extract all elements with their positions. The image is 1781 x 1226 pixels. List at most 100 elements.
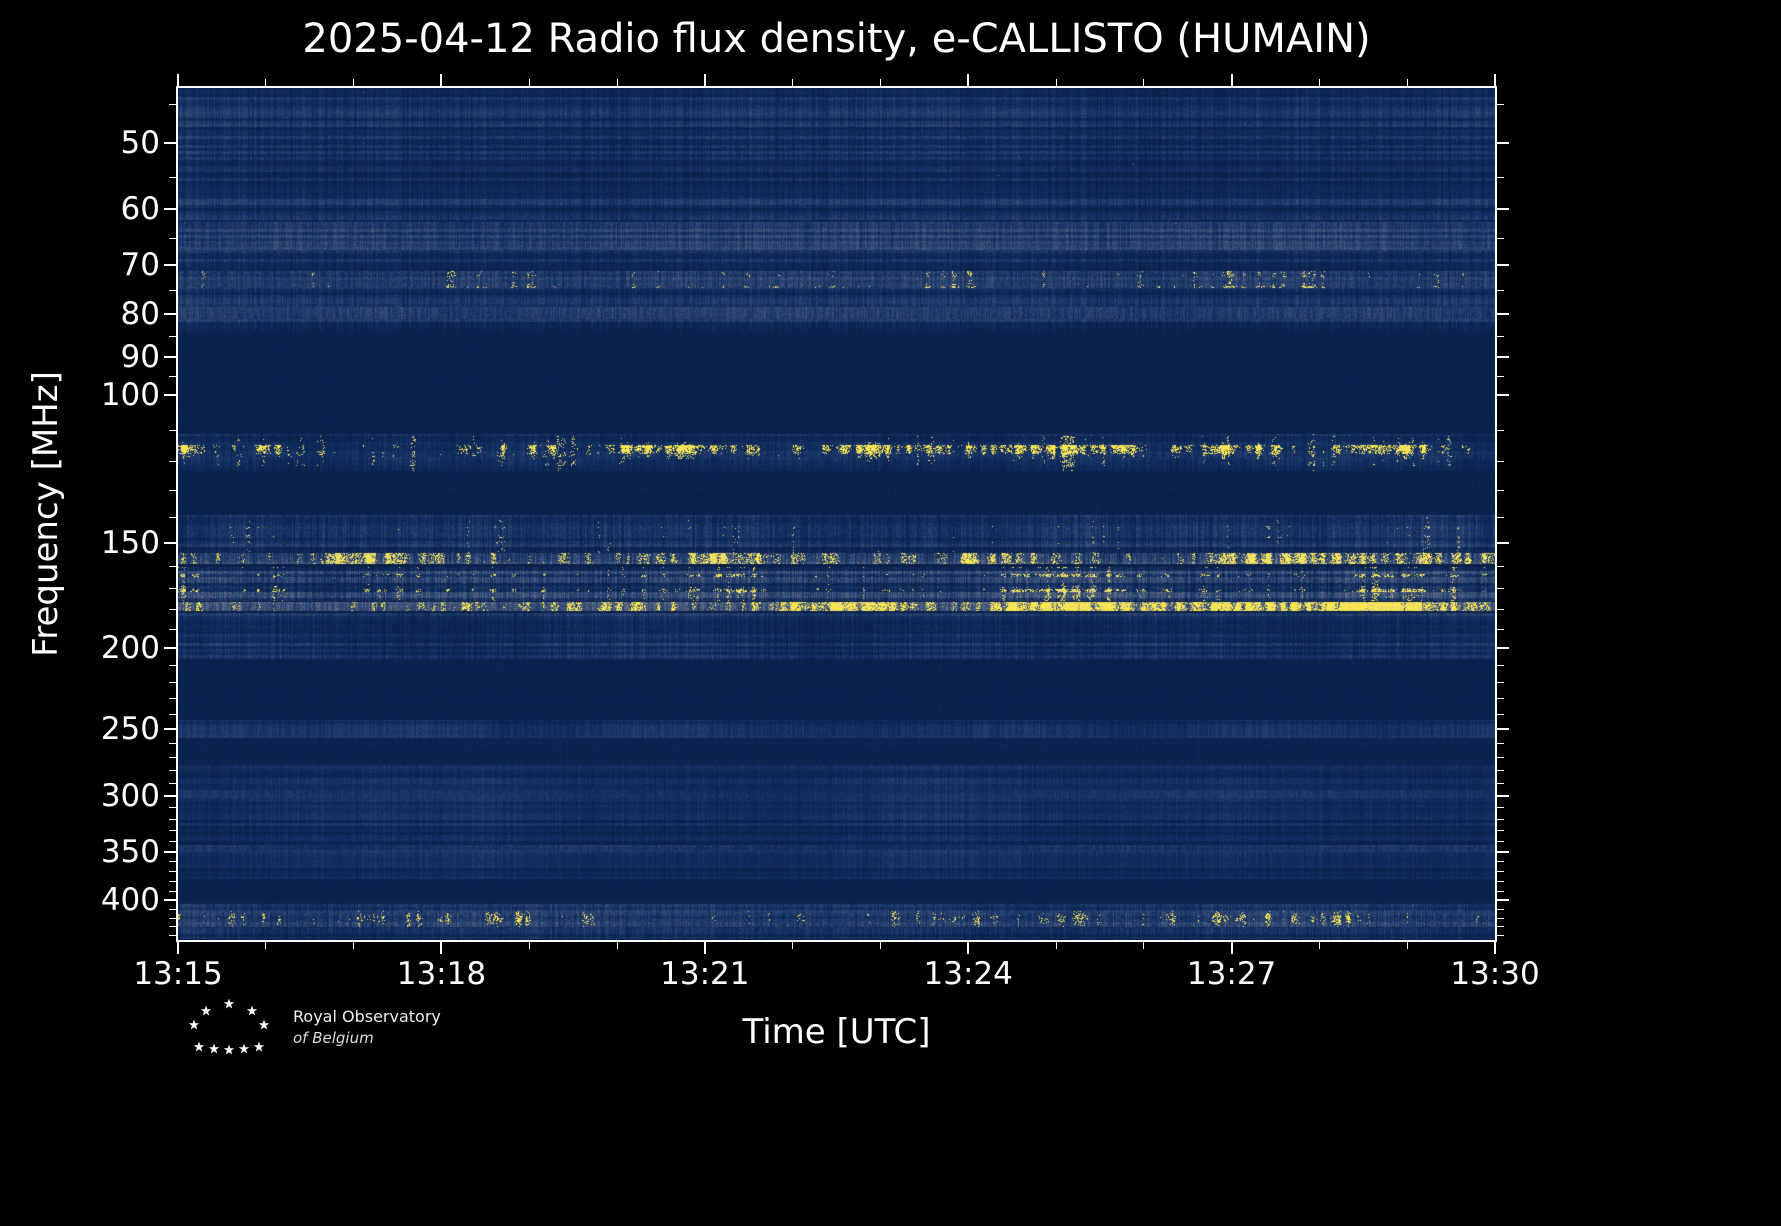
x-tick-label: 13:30 [1450,956,1540,992]
y-minor-tick [169,461,176,463]
x-tick-label: 13:24 [923,956,1013,992]
y-major-tick [164,794,176,797]
y-major-tick [164,141,176,144]
x-minor-tick [1318,942,1320,949]
y-minor-tick-right [1497,807,1504,808]
y-minor-tick [169,871,176,873]
y-tick-label: 100 [100,377,160,414]
y-tick-label: 60 [120,191,160,228]
y-minor-tick [169,782,176,784]
x-minor-tick-top [1143,79,1145,86]
y-minor-tick [169,807,176,808]
y-minor-tick-right [1497,840,1504,842]
y-minor-tick-right [1497,665,1504,667]
y-minor-tick-right [1497,517,1504,519]
y-minor-tick-right [1497,335,1504,337]
x-minor-tick [1406,942,1408,949]
y-minor-tick [169,628,176,630]
x-major-tick-top [177,74,179,86]
y-minor-tick [169,908,176,910]
y-major-tick-right [1497,264,1509,267]
y-minor-tick [169,609,176,610]
credit-line-1: Royal Observatory [293,1007,441,1027]
y-tick-label: 250 [100,711,160,748]
y-minor-tick-right [1497,237,1504,239]
x-major-tick-top [703,74,706,86]
y-minor-tick [169,934,176,936]
y-major-tick-right [1497,208,1509,211]
y-minor-tick [169,665,176,667]
y-minor-tick [169,698,176,700]
y-minor-tick [169,490,176,492]
y-major-tick [164,728,176,731]
y-minor-tick-right [1497,917,1504,919]
y-minor-tick-right [1497,908,1504,910]
y-minor-tick-right [1497,698,1504,700]
y-minor-tick-right [1497,566,1504,568]
x-tick-label: 13:15 [133,956,223,992]
x-minor-tick-top [353,79,355,86]
y-minor-tick [169,335,176,337]
spectrogram-canvas [178,88,1495,940]
y-minor-tick-right [1497,177,1504,179]
y-minor-tick [169,682,176,684]
y-major-tick [164,394,176,397]
y-axis-label: Frequency [MHz] [26,371,66,657]
x-tick-label: 13:18 [396,956,487,992]
credit-line-2: of Belgium [293,1028,374,1047]
y-major-tick-right [1497,313,1509,316]
x-minor-tick [528,942,530,949]
y-minor-tick [169,237,176,239]
y-tick-label: 50 [120,124,160,161]
y-minor-tick-right [1497,429,1504,431]
y-minor-tick [169,566,176,568]
x-minor-tick-top [265,79,267,86]
x-major-tick [703,942,706,954]
x-minor-tick-top [1055,79,1057,86]
x-axis-label: Time [UTC] [742,1012,931,1052]
y-major-tick-right [1497,850,1509,853]
y-major-tick [164,356,176,359]
y-minor-tick-right [1497,376,1504,378]
y-major-tick-right [1497,356,1509,359]
y-minor-tick-right [1497,926,1504,928]
y-minor-tick-right [1497,742,1504,744]
x-minor-tick-top [616,79,618,86]
y-tick-label: 70 [120,247,160,284]
y-tick-label: 200 [100,629,160,666]
y-minor-tick-right [1497,104,1504,106]
x-major-tick [440,942,443,954]
y-minor-tick [169,517,176,519]
y-minor-tick [169,861,176,863]
y-major-tick-right [1497,899,1509,902]
y-major-tick-right [1497,728,1509,731]
x-minor-tick-top [1318,79,1320,86]
y-minor-tick-right [1497,588,1504,590]
y-major-tick [164,542,176,545]
x-major-tick-top [440,74,443,86]
y-minor-tick [169,926,176,928]
y-minor-tick [169,881,176,883]
x-tick-label: 13:27 [1186,956,1277,992]
x-minor-tick [879,942,881,949]
y-minor-tick-right [1497,890,1504,892]
y-minor-tick-right [1497,682,1504,684]
y-major-tick-right [1497,141,1509,144]
y-tick-label: 300 [100,777,160,814]
x-minor-tick [792,942,794,949]
rob-logo-stars-icon [188,998,270,1055]
rob-logo-text: Royal Observatory of Belgium [293,1006,441,1048]
y-major-tick [164,264,176,267]
y-minor-tick [169,177,176,179]
y-minor-tick-right [1497,818,1504,820]
y-minor-tick [169,756,176,758]
y-minor-tick [169,742,176,744]
y-tick-label: 350 [100,833,160,870]
y-minor-tick-right [1497,609,1504,610]
x-major-tick [1230,942,1233,954]
y-minor-tick-right [1497,861,1504,863]
x-minor-tick [1143,942,1145,949]
x-major-tick [177,942,179,954]
x-major-tick-top [1230,74,1233,86]
